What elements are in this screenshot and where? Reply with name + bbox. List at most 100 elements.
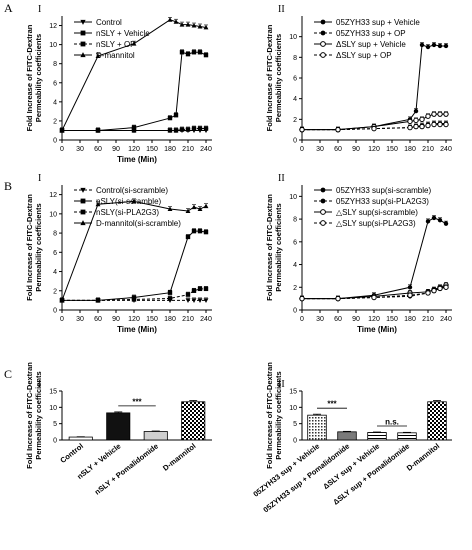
data-point — [173, 128, 179, 133]
chart-a-ii: 0 2 4 6 8 10 0 30 60 90 120 150 180 210 240 Fold Increa… — [265, 4, 452, 153]
data-point — [407, 285, 413, 290]
y-tick-label: 2 — [53, 118, 57, 125]
sub-panel-label: I — [38, 4, 41, 15]
series-line — [61, 19, 207, 131]
legend-marker — [320, 220, 326, 226]
legend-label: △SLY sup(si-PLA2G3) — [336, 219, 416, 228]
y-tick-label: 2 — [293, 117, 297, 124]
y-tick-label: 2 — [53, 288, 57, 295]
data-point — [95, 128, 101, 133]
y-axis-label: Permeability coefficients — [274, 371, 283, 459]
legend-label: Control(si-scramble) — [96, 186, 168, 195]
data-point — [407, 118, 413, 125]
chart-b-ii: 0 2 4 6 8 10 0 30 60 90 120 150 180 210 240 Fold Increa… — [265, 173, 452, 334]
data-point — [407, 124, 413, 131]
data-point — [413, 117, 419, 124]
legend-marker — [320, 30, 326, 36]
data-point — [167, 296, 173, 301]
y-tick-label: 8 — [293, 217, 297, 224]
significance-label: *** — [132, 397, 142, 406]
x-tick-label: 120 — [128, 146, 140, 153]
x-tick-label: 90 — [112, 146, 120, 153]
significance-label: *** — [327, 400, 337, 409]
data-point — [413, 123, 419, 130]
data-point — [425, 122, 431, 129]
data-point — [191, 50, 197, 55]
data-point — [299, 295, 305, 302]
legend-marker — [320, 41, 326, 47]
y-tick-label: 4 — [53, 99, 57, 106]
data-point — [203, 24, 209, 30]
data-point — [443, 284, 449, 290]
series-line — [62, 51, 207, 131]
y-axis-label: Fold Increase of FITC-Dextran — [265, 194, 274, 301]
y-axis-label: Fold Increase of FITC-Dextran — [265, 362, 274, 469]
x-tick-label: 90 — [112, 316, 120, 323]
x-tick-label: 90 — [352, 316, 360, 323]
data-point — [197, 23, 203, 29]
data-point — [203, 126, 209, 131]
data-point — [131, 198, 137, 204]
sub-panel-label: II — [278, 173, 285, 184]
x-tick-label: 60 — [94, 316, 102, 323]
x-tick-label: 240 — [200, 316, 212, 323]
x-tick-label: 180 — [404, 146, 416, 153]
data-point — [203, 52, 209, 58]
y-axis-label: Fold Increase of FITC-Dextran — [25, 362, 34, 469]
x-tick-label: 0 — [300, 146, 304, 153]
data-point — [167, 115, 173, 121]
legend-label: 05ZYH33 sup(si-PLA2G3) — [336, 197, 429, 206]
bar — [427, 401, 447, 441]
y-axis-label: Permeability coefficients — [34, 371, 43, 459]
y-tick-label: 5 — [293, 421, 297, 428]
data-point — [425, 113, 431, 119]
y-tick-label: 0 — [293, 308, 297, 315]
x-tick-label: 90 — [352, 146, 360, 153]
x-tick-label: 150 — [386, 146, 398, 153]
data-point — [185, 127, 191, 132]
x-tick-label: 210 — [182, 316, 194, 323]
y-tick-label: 6 — [293, 76, 297, 83]
x-tick-label: 60 — [94, 146, 102, 153]
y-tick-label: 8 — [293, 55, 297, 62]
data-point — [425, 219, 431, 224]
data-point — [437, 111, 443, 117]
x-tick-label: 180 — [164, 316, 176, 323]
y-axis-label: Permeability coefficients — [274, 203, 283, 291]
y-tick-label: 8 — [53, 61, 57, 68]
series-line — [302, 217, 447, 300]
data-point — [167, 128, 173, 133]
data-point — [431, 42, 437, 48]
sub-panel-label: II — [278, 4, 285, 15]
y-tick-label: 4 — [293, 96, 297, 103]
legend-label: D-mannitol — [96, 51, 135, 60]
x-tick-label: 210 — [422, 316, 434, 323]
data-point — [197, 50, 203, 55]
data-point — [431, 287, 437, 294]
sub-panel-label: I — [38, 173, 41, 184]
legend-label: 05ZYH33 sup + OP — [336, 29, 406, 38]
data-point — [179, 50, 185, 55]
y-axis-label: Permeability coefficients — [274, 34, 283, 122]
legend-label: ΔSLY sup + Vehicle — [336, 40, 406, 49]
data-point — [413, 108, 419, 114]
data-point — [191, 22, 197, 28]
x-tick-label: 30 — [316, 146, 324, 153]
x-tick-label: 60 — [334, 316, 342, 323]
bar — [181, 401, 206, 441]
data-point — [191, 126, 197, 131]
y-tick-label: 10 — [289, 194, 297, 201]
legend-marker — [80, 30, 86, 36]
legend-marker — [80, 198, 86, 204]
x-axis-label: Time (Min) — [357, 325, 397, 334]
data-point — [179, 127, 185, 132]
data-point — [185, 21, 191, 27]
x-tick-label: 120 — [368, 146, 380, 153]
data-point — [437, 121, 443, 128]
data-point — [407, 292, 413, 298]
legend-label: nSLY(si-PLA2G3) — [96, 208, 159, 217]
data-point — [443, 111, 449, 117]
data-point — [203, 298, 209, 304]
x-tick-label: 60 — [334, 146, 342, 153]
